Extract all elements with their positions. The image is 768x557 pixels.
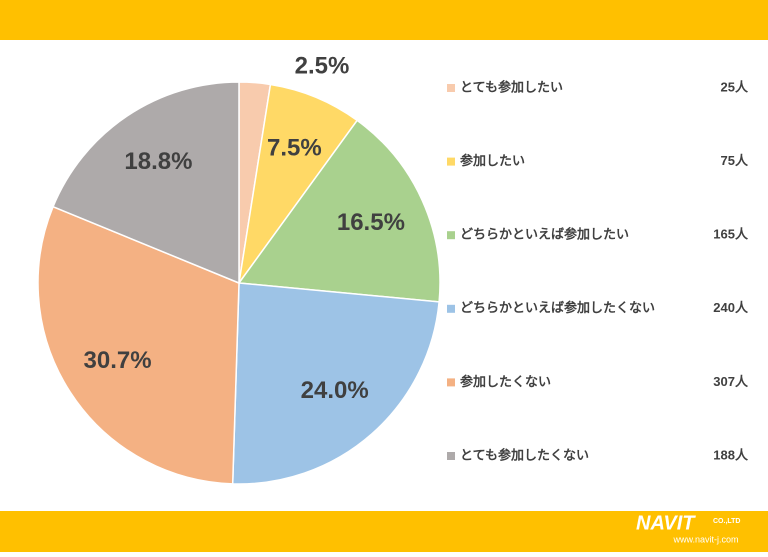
company: CO.,LTD	[713, 518, 740, 525]
legend-marker	[447, 452, 455, 460]
legend-label: とても参加したい	[460, 79, 563, 94]
top-bar	[0, 0, 768, 40]
legend-marker	[447, 378, 455, 387]
count-label: 307人	[713, 374, 749, 389]
legend-label: 参加したい	[460, 153, 525, 168]
legend-marker	[447, 304, 455, 313]
data-label: 24.0%	[301, 377, 369, 404]
data-label: 2.5%	[295, 52, 350, 79]
bottom-bar	[0, 511, 768, 552]
data-label: 18.8%	[124, 148, 192, 175]
legend-marker	[447, 157, 455, 166]
count-label: 188人	[713, 447, 749, 462]
legend-label: とても参加したくない	[460, 447, 589, 462]
count-label: 240人	[713, 300, 749, 315]
count-label: 25人	[721, 79, 749, 94]
legend-label: どちらかといえば参加したい	[460, 227, 629, 242]
count-label: 75人	[721, 153, 749, 168]
data-label: 30.7%	[84, 347, 152, 374]
data-label: 7.5%	[267, 135, 322, 162]
count-label: 165人	[713, 227, 749, 242]
legend-marker	[447, 231, 455, 240]
logo: NAVIT	[636, 512, 696, 534]
pie-slice	[37, 205, 240, 485]
pie-slice	[237, 119, 441, 303]
pie-slice	[231, 282, 440, 485]
pie-slice	[238, 83, 359, 284]
legend-label: どちらかといえば参加したくない	[460, 300, 655, 315]
pie-slice	[52, 81, 240, 285]
legend-label: 参加したくない	[460, 374, 551, 389]
data-label: 16.5%	[337, 209, 405, 236]
legend-marker	[447, 84, 455, 92]
url: www.navit-j.com	[672, 534, 738, 544]
